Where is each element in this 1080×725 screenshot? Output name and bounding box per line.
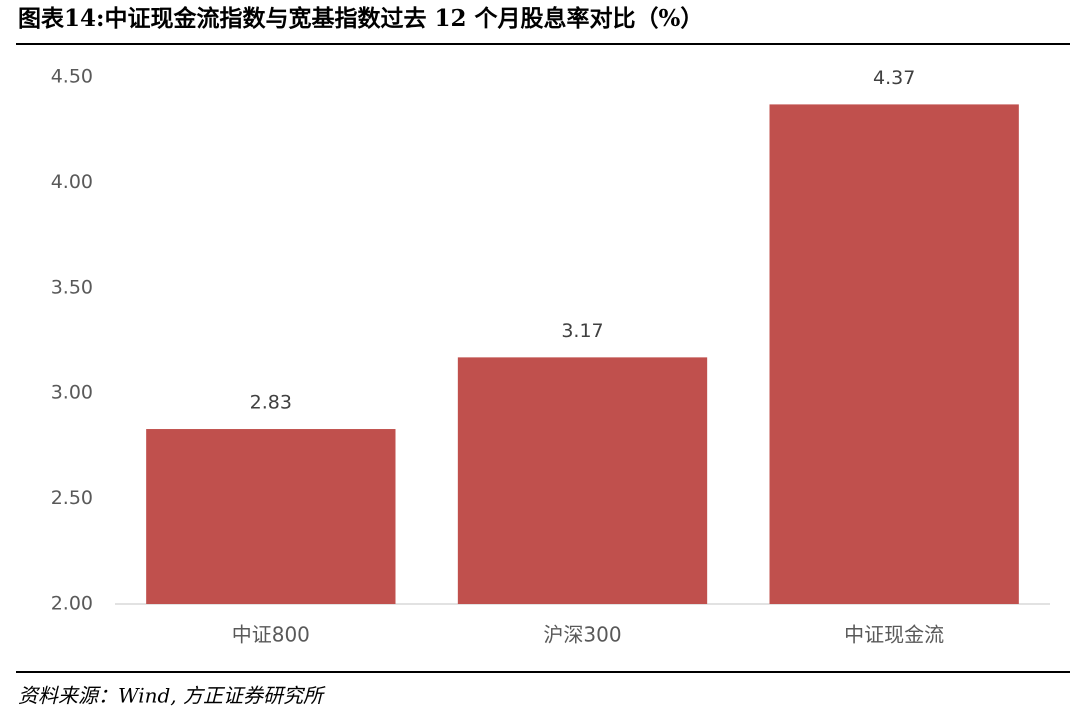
value-label: 2.83: [250, 392, 292, 414]
y-tick-label: 2.00: [51, 593, 93, 615]
x-tick-label: 中证800: [232, 623, 310, 647]
bar: [769, 104, 1019, 605]
y-tick-label: 2.50: [51, 487, 93, 509]
x-tick-label: 中证现金流: [844, 623, 944, 647]
y-tick-label: 3.00: [51, 382, 93, 404]
bar: [457, 357, 708, 604]
y-tick-label: 4.50: [51, 66, 93, 88]
source-note: 资料来源：Wind, 方正证券研究所: [18, 684, 326, 708]
chart-title: 图表14:中证现金流指数与宽基指数过去 12 个月股息率对比（%）: [18, 5, 703, 32]
value-label: 4.37: [873, 67, 915, 89]
bar: [146, 429, 396, 604]
value-label: 3.17: [561, 320, 603, 342]
x-tick-label: 沪深300: [543, 623, 621, 647]
y-tick-label: 3.50: [51, 276, 93, 298]
y-tick-label: 4.00: [51, 171, 93, 193]
